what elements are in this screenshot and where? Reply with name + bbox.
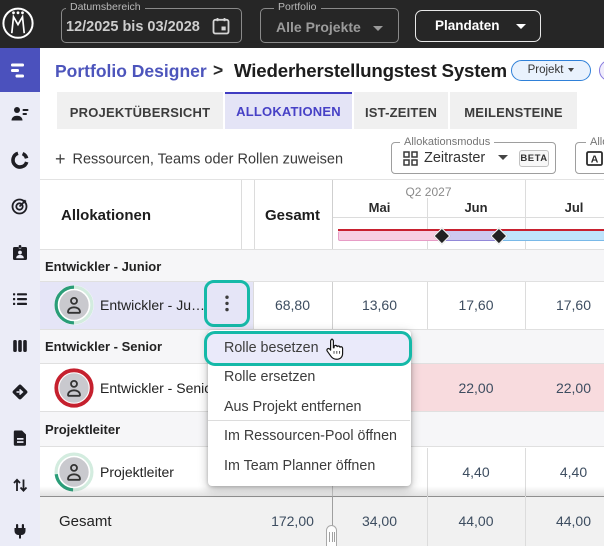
svg-text:A: A: [591, 153, 599, 165]
